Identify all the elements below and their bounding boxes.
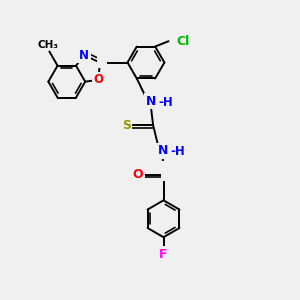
Text: N: N [146,95,156,108]
Text: -H: -H [170,146,185,158]
Text: O: O [132,168,143,181]
Text: Cl: Cl [176,35,189,48]
Text: O: O [93,74,103,86]
Text: N: N [79,49,89,62]
Text: N: N [158,145,168,158]
Text: S: S [122,118,131,132]
Text: F: F [159,248,168,261]
Text: -H: -H [158,96,173,109]
Text: CH₃: CH₃ [38,40,58,50]
